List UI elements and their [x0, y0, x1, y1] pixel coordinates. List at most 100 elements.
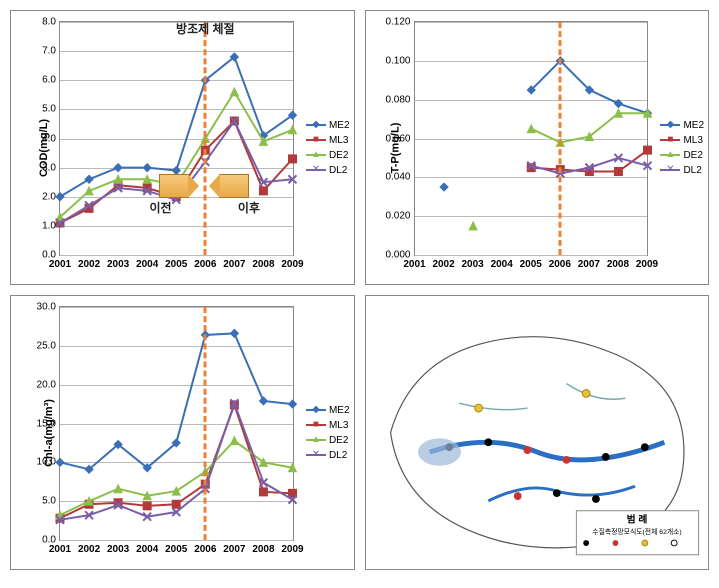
legend-item-DE2: ▲DE2 — [660, 150, 704, 161]
series-marker-DE2 — [289, 126, 297, 134]
y-tick: 0.080 — [385, 94, 410, 105]
y-tick: 2.0 — [42, 191, 56, 202]
y-tick: 5.0 — [42, 496, 56, 507]
x-tick: 2009 — [281, 544, 303, 555]
map-legend-title: 범 례 — [626, 512, 647, 525]
y-tick: 0.020 — [385, 211, 410, 222]
arrow-before — [159, 174, 189, 198]
gridline — [415, 255, 648, 256]
legend-label: ML3 — [329, 135, 348, 146]
map-legend-subtitle: 수질측정망모식도(전체 62개소) — [592, 527, 681, 536]
series-marker-DE2 — [527, 125, 535, 133]
legend-item-ME2: ◆ME2 — [306, 405, 350, 416]
y-tick: 1.0 — [42, 220, 56, 231]
x-tick: 2006 — [549, 259, 571, 270]
legend-label: DL2 — [329, 165, 347, 176]
series-marker-ML3 — [614, 168, 622, 176]
reference-vline — [204, 22, 207, 255]
series-marker-DE2 — [230, 437, 238, 445]
x-tick: 2004 — [136, 259, 158, 270]
legend-item-ML3: ■ML3 — [660, 135, 704, 146]
y-axis-label: T-P(mg/L) — [389, 122, 401, 173]
map-panel: 범 례 수질측정망모식도(전체 62개소) — [365, 295, 710, 570]
y-tick: 6.0 — [42, 75, 56, 86]
reference-vline — [204, 307, 207, 540]
legend-label: DE2 — [329, 435, 348, 446]
series-marker-ML3 — [259, 187, 267, 195]
series-marker-ML3 — [643, 146, 651, 154]
legend: ◆ME2 ■ML3 ▲DE2 ✕DL2 — [660, 116, 704, 180]
legend-item-DL2: ✕DL2 — [306, 450, 350, 461]
y-tick: 0.120 — [385, 17, 410, 28]
annotation-before: 이전 — [150, 199, 172, 216]
y-tick: 25.0 — [37, 340, 56, 351]
plot-area: 0.0000.0200.0400.0600.0800.1000.12020012… — [414, 21, 649, 256]
series-marker-ME2 — [56, 458, 64, 466]
arrow-after — [219, 174, 249, 198]
legend-label: ML3 — [329, 420, 348, 431]
x-tick: 2002 — [432, 259, 454, 270]
legend-label: ME2 — [683, 120, 704, 131]
y-tick: 30.0 — [37, 302, 56, 313]
series-marker-DE2 — [85, 187, 93, 195]
series-marker-ME2 — [114, 164, 122, 172]
x-tick: 2003 — [107, 544, 129, 555]
series-marker-ME2 — [259, 397, 267, 405]
series-marker-DE2 — [469, 222, 477, 230]
series-marker-ME2 — [614, 100, 622, 108]
x-tick: 2003 — [462, 259, 484, 270]
series-marker-ML3 — [172, 500, 180, 508]
x-tick: 2007 — [578, 259, 600, 270]
x-tick: 2009 — [636, 259, 658, 270]
x-tick: 2006 — [194, 259, 216, 270]
legend-item-DE2: ▲DE2 — [306, 150, 350, 161]
x-tick: 2008 — [607, 259, 629, 270]
map-graphic: 범 례 수질측정망모식도(전체 62개소) — [371, 301, 704, 564]
gridline — [60, 255, 293, 256]
x-tick: 2004 — [491, 259, 513, 270]
chart-chla: 0.05.010.015.020.025.030.020012002200320… — [10, 295, 355, 570]
legend-label: DE2 — [329, 150, 348, 161]
legend-label: ML3 — [683, 135, 702, 146]
chart-cod: 0.01.02.03.04.05.06.07.08.02001200220032… — [10, 10, 355, 285]
legend: ◆ME2■ML3▲DE2✕DL2 — [306, 116, 350, 180]
legend-item-DE2: ▲DE2 — [306, 435, 350, 446]
legend-item-DL2: ✕DL2 — [306, 165, 350, 176]
y-tick: 8.0 — [42, 17, 56, 28]
legend-label: ME2 — [329, 120, 350, 131]
plot-area: 0.01.02.03.04.05.06.07.08.02001200220032… — [59, 21, 294, 256]
y-tick: 7.0 — [42, 46, 56, 57]
panel-grid: 0.01.02.03.04.05.06.07.08.02001200220032… — [10, 10, 709, 570]
y-axis-label: COD(mg/L) — [38, 118, 50, 176]
legend-label: DL2 — [329, 450, 347, 461]
series-line-ME2 — [60, 333, 293, 469]
legend-item-ML3: ■ML3 — [306, 420, 350, 431]
y-tick: 5.0 — [42, 104, 56, 115]
series-marker-ME2 — [230, 329, 238, 337]
series-marker-ME2 — [289, 400, 297, 408]
x-tick: 2004 — [136, 544, 158, 555]
reference-vline — [558, 22, 561, 255]
legend-item-ME2: ◆ME2 — [660, 120, 704, 131]
x-tick: 2009 — [281, 259, 303, 270]
x-tick: 2002 — [78, 544, 100, 555]
y-tick: 20.0 — [37, 379, 56, 390]
y-tick: 0.100 — [385, 55, 410, 66]
series-marker-ME2 — [143, 164, 151, 172]
y-tick: 0.040 — [385, 172, 410, 183]
x-tick: 2005 — [520, 259, 542, 270]
series-marker-ML3 — [289, 155, 297, 163]
y-axis-label: Chl-a(mg/m³) — [43, 399, 55, 467]
legend-label: DL2 — [683, 165, 701, 176]
x-tick: 2002 — [78, 259, 100, 270]
x-tick: 2001 — [403, 259, 425, 270]
x-tick: 2008 — [252, 544, 274, 555]
series-marker-ML3 — [143, 502, 151, 510]
x-tick: 2001 — [49, 259, 71, 270]
x-tick: 2007 — [223, 544, 245, 555]
series-marker-DE2 — [230, 88, 238, 96]
annotation-title: 방조제 체절 — [176, 20, 235, 37]
plot-area: 0.05.010.015.020.025.030.020012002200320… — [59, 306, 294, 541]
x-tick: 2007 — [223, 259, 245, 270]
legend-item-DL2: ✕DL2 — [660, 165, 704, 176]
